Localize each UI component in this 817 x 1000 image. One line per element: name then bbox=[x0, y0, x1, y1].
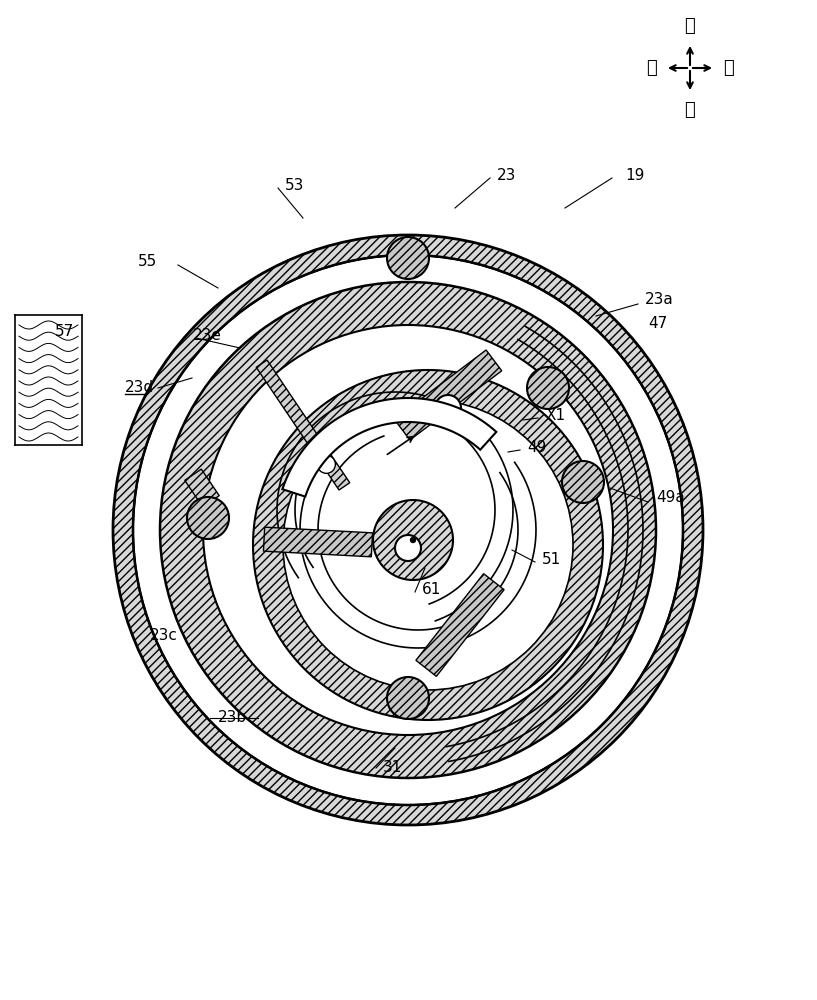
Text: 31: 31 bbox=[383, 760, 403, 776]
Text: 23e: 23e bbox=[193, 328, 222, 342]
Polygon shape bbox=[257, 360, 350, 490]
Circle shape bbox=[410, 538, 416, 542]
Polygon shape bbox=[283, 398, 496, 497]
Text: 23b: 23b bbox=[218, 710, 247, 726]
Circle shape bbox=[133, 255, 683, 805]
Text: 49: 49 bbox=[527, 440, 547, 454]
Circle shape bbox=[203, 325, 613, 735]
Circle shape bbox=[160, 282, 656, 778]
Text: 23: 23 bbox=[497, 167, 516, 182]
Text: 23c: 23c bbox=[150, 628, 178, 643]
Circle shape bbox=[187, 497, 229, 539]
Circle shape bbox=[373, 500, 453, 580]
Circle shape bbox=[562, 461, 604, 503]
Text: 23d: 23d bbox=[125, 380, 154, 395]
Circle shape bbox=[527, 367, 569, 409]
Circle shape bbox=[253, 370, 603, 720]
Text: 55: 55 bbox=[138, 254, 157, 269]
Text: 47: 47 bbox=[648, 316, 667, 330]
Circle shape bbox=[395, 535, 421, 561]
Circle shape bbox=[387, 677, 429, 719]
Text: 57: 57 bbox=[55, 324, 74, 340]
Circle shape bbox=[387, 237, 429, 279]
Text: 右: 右 bbox=[723, 59, 734, 77]
Polygon shape bbox=[395, 350, 502, 440]
Text: X1: X1 bbox=[546, 408, 566, 422]
Text: 49a: 49a bbox=[656, 490, 685, 506]
Text: 61: 61 bbox=[422, 582, 441, 597]
Text: 下: 下 bbox=[685, 101, 695, 119]
Text: 上: 上 bbox=[685, 17, 695, 35]
Circle shape bbox=[113, 235, 703, 825]
Polygon shape bbox=[185, 469, 219, 507]
Text: 23a: 23a bbox=[645, 292, 674, 308]
Circle shape bbox=[317, 455, 336, 473]
Text: 51: 51 bbox=[542, 552, 561, 568]
Circle shape bbox=[283, 400, 573, 690]
Text: 左: 左 bbox=[646, 59, 657, 77]
Text: 19: 19 bbox=[625, 167, 645, 182]
Polygon shape bbox=[263, 527, 373, 557]
Text: 53: 53 bbox=[285, 178, 305, 192]
Polygon shape bbox=[416, 574, 504, 676]
Circle shape bbox=[435, 395, 461, 421]
